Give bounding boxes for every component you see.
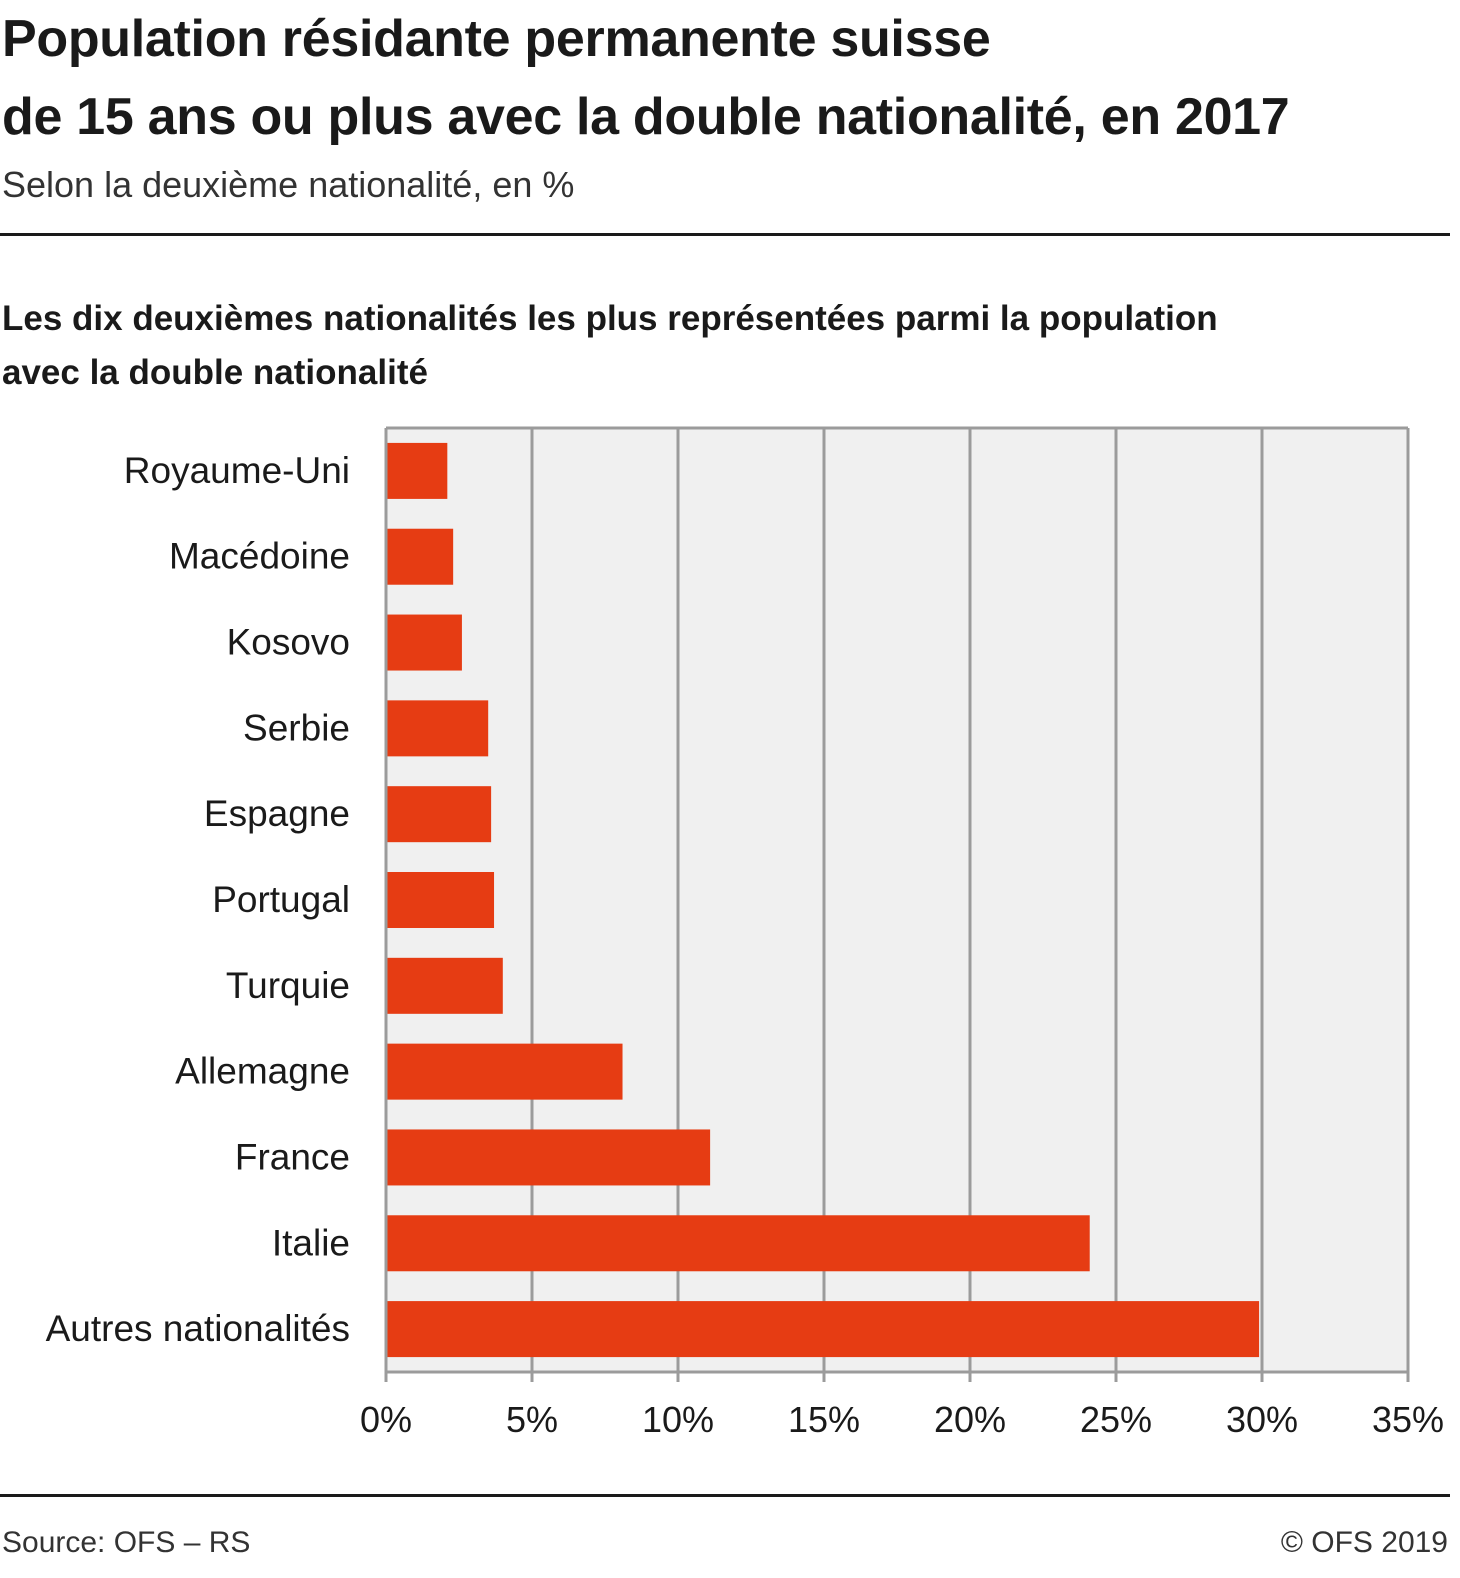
plot-background xyxy=(386,428,1408,1372)
x-tick-label: 10% xyxy=(642,1399,714,1440)
category-label: Macédoine xyxy=(169,536,350,577)
category-label: Royaume-Uni xyxy=(124,450,350,491)
page-subtitle: Selon la deuxième nationalité, en % xyxy=(2,164,575,205)
title-line-2: de 15 ans ou plus avec la double nationa… xyxy=(2,88,1290,146)
chart-title-line-1: Les dix deuxièmes nationalités les plus … xyxy=(2,299,1218,338)
copyright-note: © OFS 2019 xyxy=(1280,1526,1448,1559)
x-tick-label: 25% xyxy=(1080,1399,1152,1440)
category-label: Serbie xyxy=(243,707,350,748)
bar xyxy=(386,1129,711,1186)
bar xyxy=(386,872,495,928)
chart-title: Les dix deuxièmes nationalités les plus … xyxy=(2,292,1218,400)
category-label: France xyxy=(235,1136,350,1177)
x-tick-label: 35% xyxy=(1372,1399,1444,1440)
category-label: Italie xyxy=(272,1222,350,1263)
bar-chart: Royaume-Uni Macédoine Kosovo Serbie Espagne P… xyxy=(46,426,1444,1440)
title-line-1: Population résidante permanente suisse xyxy=(2,10,991,68)
bar xyxy=(386,700,489,757)
category-label: Autres nationalités xyxy=(46,1308,350,1349)
category-label: Espagne xyxy=(204,793,350,834)
bar xyxy=(386,614,462,671)
x-tick-label: 15% xyxy=(788,1399,860,1440)
bottom-divider xyxy=(0,1494,1450,1497)
page-title: Population résidante permanente suisse d… xyxy=(2,0,1290,156)
x-tick-label: 30% xyxy=(1226,1399,1298,1440)
source-note: Source: OFS – RS xyxy=(2,1526,251,1559)
x-tick-label: 5% xyxy=(506,1399,558,1440)
bar xyxy=(386,528,454,585)
bar xyxy=(386,786,492,843)
category-label: Allemagne xyxy=(175,1051,350,1092)
bar xyxy=(386,1301,1260,1358)
category-label: Portugal xyxy=(212,879,350,920)
bar xyxy=(386,442,448,499)
category-label: Turquie xyxy=(226,965,350,1006)
x-tick-label: 20% xyxy=(934,1399,1006,1440)
bar xyxy=(386,1215,1090,1272)
x-tick-label: 0% xyxy=(360,1399,412,1440)
bar xyxy=(386,957,503,1014)
chart-title-line-2: avec la double nationalité xyxy=(2,353,428,392)
top-divider xyxy=(0,233,1450,236)
category-label: Kosovo xyxy=(227,622,350,663)
bar xyxy=(386,1043,623,1100)
